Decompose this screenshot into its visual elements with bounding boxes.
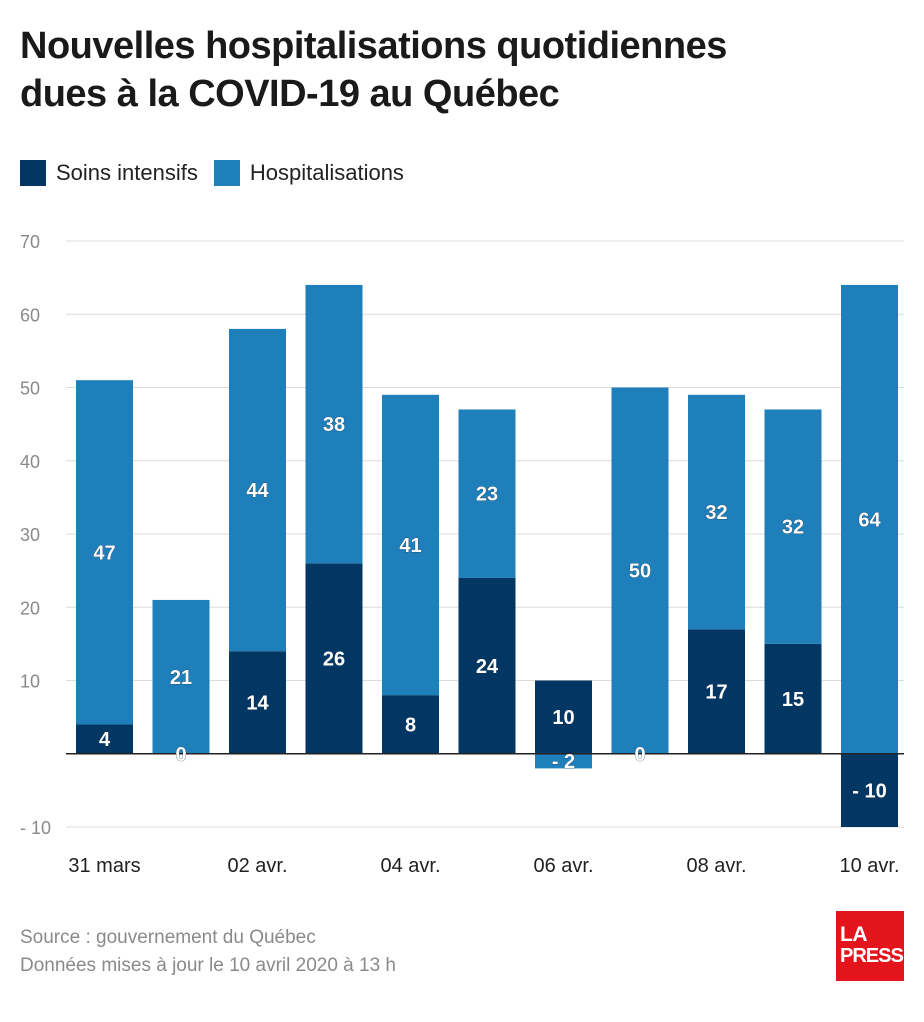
bar-hospitalisations — [688, 394, 745, 630]
x-tick-label: 31 mars — [68, 855, 140, 877]
bar-soins-intensifs — [764, 643, 822, 754]
data-label: - 2 — [552, 751, 575, 773]
legend-item-hospitalisations: Hospitalisations — [213, 160, 404, 186]
data-label: 14 — [246, 692, 269, 714]
bar-hospitalisations — [229, 328, 286, 652]
y-tick-label: 20 — [20, 598, 40, 618]
data-label: 8 — [405, 714, 416, 736]
legend-swatch-hospitalisations — [213, 160, 240, 186]
legend-swatch-soins-intensifs — [20, 160, 46, 186]
data-label: - 10 — [852, 780, 886, 802]
bar-soins-intensifs — [535, 680, 592, 754]
legend-label-hospitalisations: Hospitalisations — [249, 160, 404, 185]
data-label: 0 — [175, 744, 186, 766]
y-tick-label: 60 — [20, 305, 40, 325]
data-label: 32 — [705, 502, 727, 524]
title-line-1: Nouvelles hospitalisations quotidiennes — [20, 25, 727, 67]
bar-hospitalisations — [535, 753, 592, 769]
bar-hospitalisations — [458, 409, 516, 578]
x-tick-label: 10 avr. — [839, 855, 899, 877]
la-presse-logo: LA PRESSE — [836, 911, 916, 981]
y-tick-label: 70 — [20, 232, 40, 252]
bar-hospitalisations — [764, 409, 822, 644]
bar-chart: - 10 10 20 30 40 50 60 70 4 47 21 0 14 44 26 38 8 41 24 23 1… — [20, 232, 904, 877]
data-label: 44 — [246, 480, 269, 502]
logo-line-1: LA — [840, 923, 868, 946]
title-line-2: dues à la COVID-19 au Québec — [20, 73, 560, 115]
legend-label-soins-intensifs: Soins intensifs — [56, 160, 198, 185]
bar-hospitalisations — [152, 599, 210, 754]
data-label: 47 — [93, 542, 115, 564]
y-tick-label: 50 — [20, 379, 40, 399]
y-tick-label: - 10 — [20, 818, 51, 838]
legend-item-soins-intensifs: Soins intensifs — [20, 160, 198, 186]
data-label: 26 — [323, 649, 345, 671]
x-tick-label: 06 avr. — [533, 855, 593, 877]
data-label: 50 — [629, 561, 651, 583]
data-label: 41 — [399, 535, 421, 557]
legend: Soins intensifs Hospitalisations — [20, 160, 420, 186]
data-label: 32 — [782, 517, 804, 539]
bar-hospitalisations — [382, 394, 439, 696]
data-label: 24 — [476, 656, 499, 678]
bar-soins-intensifs — [841, 753, 898, 827]
data-label: 64 — [858, 509, 881, 531]
data-label: 15 — [782, 689, 804, 711]
y-tick-label: 30 — [20, 525, 40, 545]
footer: Source : gouvernement du Québec Données … — [20, 924, 396, 980]
y-tick-label: 10 — [20, 672, 40, 692]
bar-hospitalisations — [305, 284, 363, 564]
bar-soins-intensifs — [382, 695, 439, 754]
data-label: 0 — [634, 744, 645, 766]
updated-text: Données mises à jour le 10 avril 2020 à … — [20, 955, 397, 976]
y-tick-label: 40 — [20, 452, 40, 472]
bar-hospitalisations — [76, 380, 133, 725]
data-label: 10 — [552, 707, 574, 729]
x-tick-label: 08 avr. — [686, 855, 746, 877]
x-tick-label: 02 avr. — [227, 855, 287, 877]
bar-soins-intensifs — [229, 651, 286, 754]
bar-soins-intensifs — [688, 629, 745, 754]
logo-line-2: PRESSE — [840, 945, 916, 967]
data-label: 21 — [170, 667, 192, 689]
bar-hospitalisations — [841, 284, 898, 754]
bar-soins-intensifs — [305, 563, 363, 754]
chart-title: Nouvelles hospitalisations quotidiennes … — [20, 22, 900, 118]
x-tick-label: 04 avr. — [380, 855, 440, 877]
data-label: 23 — [476, 484, 498, 506]
source-text: Source : gouvernement du Québec — [20, 927, 316, 948]
data-label: 38 — [323, 414, 345, 436]
bar-hospitalisations — [611, 387, 669, 754]
data-label: 17 — [705, 681, 727, 703]
bar-soins-intensifs — [458, 577, 516, 754]
bar-soins-intensifs — [76, 724, 133, 754]
data-label: 4 — [99, 729, 111, 751]
